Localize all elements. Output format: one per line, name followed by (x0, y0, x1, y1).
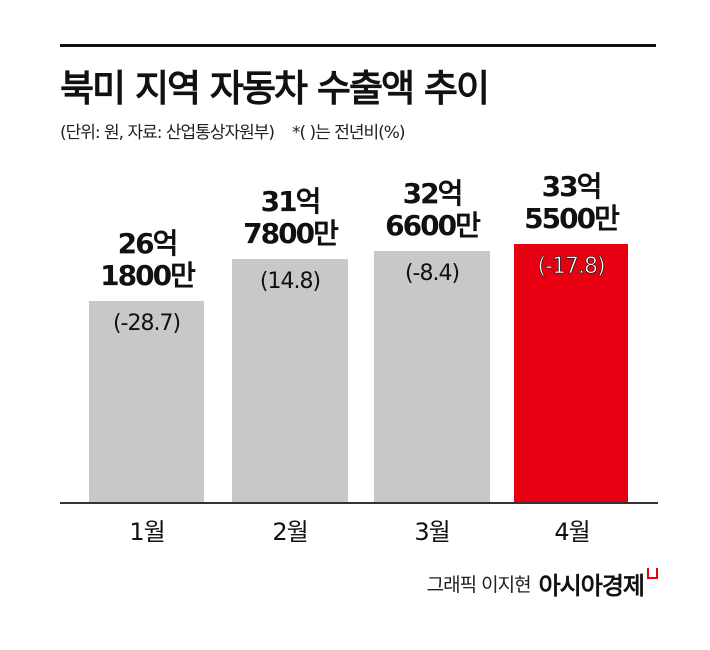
bar-mar: (-8.4) (374, 251, 490, 503)
bar-jan: (-28.7) (89, 301, 204, 503)
unit-source-note: (단위: 원, 자료: 산업통상자원부) (60, 123, 275, 143)
yoy-note: *( )는 전년비(%) (292, 123, 406, 143)
brand-mark-icon (647, 568, 658, 579)
value-line-2: 5500만 (524, 202, 620, 235)
bar-feb: (14.8) (232, 259, 348, 503)
chart-title: 북미 지역 자동차 수출액 추이 (60, 67, 490, 110)
value-line-1: 26억 (117, 227, 179, 260)
value-line-1: 32억 (402, 177, 464, 210)
x-tick-label: 3월 (414, 518, 450, 546)
brand-logo: 아시아경제 (538, 572, 645, 600)
graphic-author: 그래픽 이지현 (426, 574, 532, 596)
bar-value-label: 32억 6600만 (342, 178, 522, 242)
top-rule (60, 44, 656, 47)
bar-change-label: (14.8) (259, 269, 321, 294)
x-tick-label: 2월 (272, 518, 308, 546)
bar-value-label: 31억 7800만 (200, 186, 380, 250)
bar-apr: (-17.8) (514, 244, 628, 503)
value-line-2: 1800만 (100, 259, 196, 292)
bar-change-label: (-28.7) (112, 311, 181, 336)
bar-value-label: 33억 5500만 (481, 171, 661, 235)
bar-value-label: 26억 1800만 (57, 228, 237, 292)
value-line-2: 7800만 (243, 217, 339, 250)
bar-change-label: (-17.8) (537, 254, 606, 280)
x-axis-line (60, 502, 658, 504)
bar-change-label: (-8.4) (404, 261, 460, 286)
credit: 그래픽 이지현 아시아경제 (427, 566, 658, 601)
value-line-2: 6600만 (385, 209, 481, 242)
x-tick-label: 4월 (554, 518, 590, 546)
plot-area: (-28.7) 26억 1800만 (14.8) 31억 7800만 (-8.4… (60, 150, 658, 503)
chart-subtitle: (단위: 원, 자료: 산업통상자원부) *( )는 전년비(%) (60, 118, 406, 143)
value-line-1: 31억 (260, 185, 322, 218)
x-tick-label: 1월 (129, 518, 165, 546)
value-line-1: 33억 (541, 170, 603, 203)
